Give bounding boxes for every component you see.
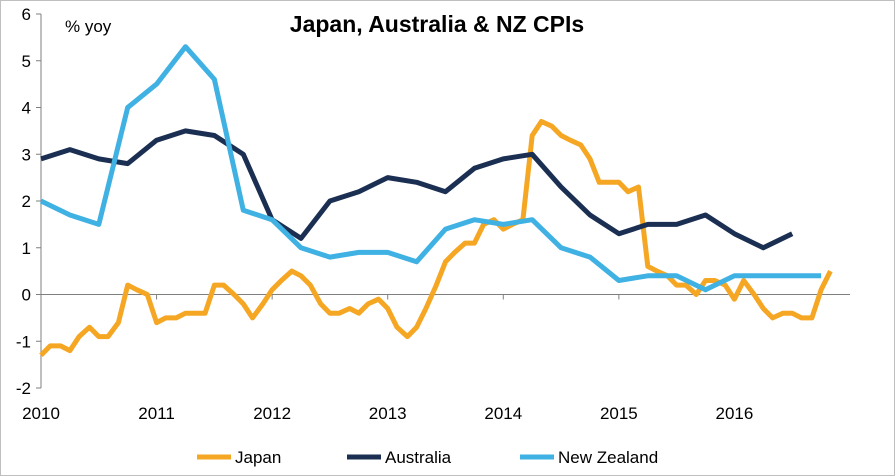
x-tick-label: 2016: [716, 404, 754, 423]
y-tick-label: 6: [22, 5, 31, 24]
y-tick-label: -2: [16, 379, 31, 398]
y-tick-label: 2: [22, 192, 31, 211]
series-line-australia: [40, 128, 794, 251]
y-tick-label: 3: [22, 145, 31, 164]
y-tick-label: 4: [22, 99, 31, 118]
legend-label-japan: Japan: [235, 448, 281, 467]
x-tick-label: 2010: [22, 404, 60, 423]
series-lines: [39, 44, 833, 358]
legend: Japan Australia New Zealand: [197, 448, 658, 467]
x-tick-label: 2013: [369, 404, 407, 423]
y-tick-label: 5: [22, 52, 31, 71]
legend-label-new-zealand: New Zealand: [558, 448, 658, 467]
legend-label-australia: Australia: [385, 448, 452, 467]
x-tick-label: 2011: [138, 404, 175, 423]
x-tick-label: 2012: [253, 404, 291, 423]
axes: -2 -1 0 1 2 3 4 5 6 2010 2011 2012 2013 2014 2015 2016: [16, 5, 850, 423]
y-tick-label: -1: [16, 332, 31, 351]
x-tick-label: 2015: [600, 404, 638, 423]
series-line-new-zealand: [39, 44, 822, 293]
y-axis-unit-label: % yoy: [65, 17, 112, 36]
y-tick-label: 0: [22, 286, 31, 305]
x-tick-label: 2014: [484, 404, 522, 423]
chart-title: Japan, Australia & NZ CPIs: [290, 11, 584, 37]
series-line-japan: [39, 119, 833, 358]
y-tick-label: 1: [22, 239, 31, 258]
